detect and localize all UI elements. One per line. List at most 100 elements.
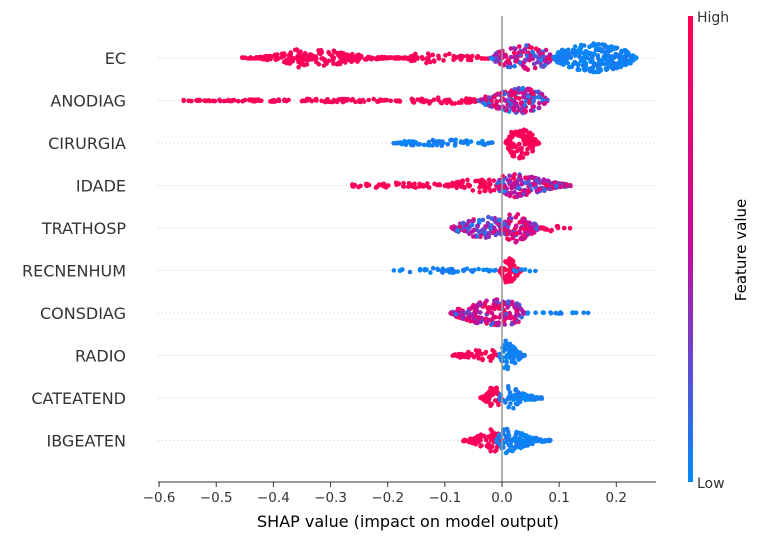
shap-point: [509, 93, 514, 98]
shap-point: [428, 99, 434, 104]
shap-point: [431, 58, 437, 63]
shap-point: [506, 404, 512, 410]
shap-point: [559, 56, 565, 61]
shap-point: [506, 386, 511, 392]
shap-point: [503, 259, 508, 264]
shap-point: [380, 98, 386, 103]
shap-point: [558, 61, 564, 66]
shap-point: [610, 66, 616, 72]
shap-point: [449, 266, 455, 272]
shap-point: [486, 309, 491, 315]
shap-point: [276, 97, 282, 102]
shap-point: [406, 181, 412, 186]
shap-point: [470, 218, 476, 224]
feature-row-points: [240, 41, 639, 75]
x-ticks: −0.6 −0.5 −0.4 −0.3 −0.2 −0.1 0.0 0.1 0.2: [143, 482, 627, 506]
shap-point: [488, 434, 493, 439]
shap-point: [466, 349, 471, 355]
shap-point: [388, 98, 394, 104]
shap-point: [515, 397, 520, 402]
shap-point: [435, 267, 441, 273]
shap-point: [471, 318, 477, 324]
shap-point: [442, 183, 448, 188]
shap-point: [443, 53, 448, 58]
shap-point: [388, 55, 394, 60]
shap-point: [491, 302, 497, 307]
shap-point: [421, 183, 426, 188]
shap-point: [511, 276, 517, 282]
shap-point: [496, 402, 501, 408]
shap-point: [411, 140, 416, 145]
shap-point: [492, 449, 498, 454]
shap-point: [506, 344, 511, 349]
shap-point: [469, 305, 474, 311]
shap-point: [469, 222, 475, 228]
shap-point: [426, 141, 432, 147]
shap-point: [512, 190, 517, 195]
shap-point: [520, 219, 526, 225]
shap-point: [505, 396, 511, 402]
shap-point: [524, 43, 529, 48]
shap-point: [231, 97, 237, 103]
shap-point: [279, 51, 285, 57]
shap-point: [506, 218, 512, 224]
feature-row-points: [448, 297, 591, 328]
shap-point: [463, 139, 468, 144]
shap-point: [518, 306, 523, 311]
shap-point: [455, 55, 460, 60]
shap-point: [548, 310, 553, 315]
shap-point: [514, 231, 520, 236]
shap-point: [633, 55, 639, 61]
shap-point: [614, 65, 620, 71]
shap-point: [556, 50, 561, 55]
shap-point: [320, 56, 326, 61]
shap-point: [421, 142, 427, 148]
shap-point: [473, 348, 479, 353]
shap-point: [513, 90, 518, 95]
shap-point: [516, 50, 522, 56]
shap-point: [500, 274, 506, 279]
shap-point: [424, 60, 429, 66]
shap-point: [440, 139, 445, 144]
shap-point: [547, 438, 553, 443]
shap-point: [314, 98, 319, 103]
shap-point: [448, 311, 454, 316]
feature-label: IBGEATEN: [47, 432, 126, 451]
shap-point: [487, 103, 493, 109]
shap-point: [506, 314, 512, 320]
shap-point: [418, 98, 424, 104]
shap-point: [549, 227, 554, 233]
shap-point: [248, 55, 253, 60]
shap-point: [425, 56, 431, 62]
shap-point: [188, 98, 193, 104]
shap-point: [455, 228, 460, 233]
shap-point: [479, 396, 485, 401]
shap-point: [472, 99, 478, 104]
shap-point: [468, 139, 474, 144]
shap-point: [514, 179, 520, 185]
shap-point: [240, 98, 245, 104]
feature-label: TRATHOSP: [41, 219, 127, 238]
shap-point: [517, 174, 523, 179]
shap-point: [496, 434, 501, 440]
shap-point: [521, 94, 526, 100]
shap-point: [519, 315, 524, 320]
shap-point: [512, 360, 518, 366]
shap-point: [500, 302, 506, 307]
shap-point: [476, 266, 482, 272]
shap-point: [447, 51, 452, 57]
shap-point: [450, 353, 456, 358]
shap-point: [593, 44, 598, 50]
shap-point: [218, 98, 223, 104]
shap-point: [402, 139, 407, 144]
shap-point: [522, 353, 527, 358]
shap-point: [422, 268, 428, 273]
shap-point: [336, 60, 341, 65]
shap-point: [491, 178, 497, 183]
shap-point: [306, 54, 311, 59]
shap-point: [465, 182, 471, 187]
shap-point: [511, 351, 516, 357]
shap-point: [415, 56, 420, 61]
shap-point: [560, 51, 566, 57]
shap-point: [479, 443, 484, 448]
